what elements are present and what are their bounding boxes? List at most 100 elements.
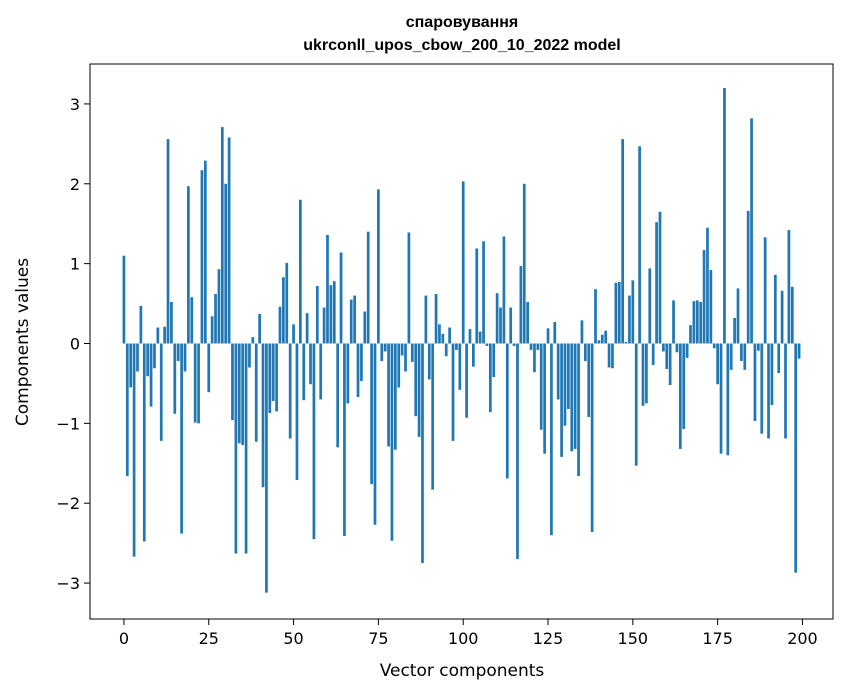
- bar: [628, 295, 631, 344]
- bar: [190, 297, 194, 344]
- bar: [719, 343, 723, 454]
- x-tick-label: 0: [119, 629, 129, 648]
- bar: [773, 274, 777, 344]
- bar: [207, 343, 211, 393]
- bar: [502, 236, 506, 344]
- bar: [753, 343, 757, 421]
- bar: [587, 343, 591, 417]
- bar: [675, 343, 679, 353]
- x-tick-label: 125: [533, 629, 564, 648]
- bar: [393, 343, 397, 450]
- bar: [132, 343, 136, 557]
- y-tick-label: −1: [56, 414, 80, 433]
- bar: [577, 343, 580, 477]
- bar: [614, 282, 618, 344]
- bar: [716, 343, 719, 385]
- bar: [159, 343, 163, 441]
- bar: [377, 189, 380, 344]
- bar: [336, 343, 340, 448]
- bar: [733, 317, 736, 344]
- bar: [522, 183, 526, 344]
- bar: [794, 343, 798, 573]
- bar: [298, 199, 302, 344]
- bar: [787, 230, 791, 344]
- bar: [583, 343, 587, 362]
- bar: [767, 343, 770, 439]
- bar: [346, 343, 350, 404]
- bar: [288, 343, 292, 439]
- bar: [373, 343, 377, 525]
- bar: [651, 343, 655, 366]
- bar: [193, 343, 197, 423]
- bar: [726, 343, 730, 456]
- bar: [397, 343, 401, 388]
- bar: [468, 329, 472, 344]
- bar: [451, 343, 455, 441]
- chart-subtitle: ukrconll_upos_cbow_200_10_2022 model: [303, 37, 620, 54]
- y-tick-label: 1: [70, 255, 80, 274]
- bar: [302, 343, 306, 401]
- bar: [475, 248, 479, 344]
- bar: [380, 343, 384, 362]
- y-tick-label: −3: [56, 574, 80, 593]
- bar: [441, 333, 445, 344]
- bar: [780, 290, 784, 344]
- bar: [600, 334, 604, 344]
- bar: [736, 288, 740, 344]
- bar: [550, 343, 553, 536]
- bar: [282, 277, 285, 344]
- bar: [183, 343, 187, 372]
- bar: [580, 320, 584, 344]
- bar: [210, 316, 214, 344]
- bar: [370, 343, 373, 485]
- bar: [492, 343, 496, 378]
- bar: [763, 237, 767, 344]
- bar: [285, 262, 289, 344]
- bar: [360, 343, 363, 382]
- bar: [275, 343, 278, 412]
- bar: [638, 146, 641, 344]
- bar: [472, 343, 475, 367]
- plot-frame: [89, 63, 834, 620]
- bar: [512, 343, 516, 346]
- bar: [187, 186, 190, 344]
- bar: [478, 331, 482, 344]
- bar: [699, 301, 703, 344]
- bar: [390, 343, 394, 541]
- bar: [621, 139, 625, 344]
- bar: [634, 343, 638, 466]
- bar: [431, 343, 435, 490]
- bar: [553, 321, 557, 344]
- bar: [343, 343, 346, 536]
- y-axis-label: Components values: [13, 258, 33, 426]
- bar: [139, 305, 143, 344]
- bar: [685, 343, 689, 358]
- bar: [363, 311, 367, 344]
- bar: [224, 183, 228, 344]
- y-tick-label: 0: [70, 334, 80, 353]
- bar: [560, 343, 563, 457]
- bar: [536, 343, 540, 350]
- bar: [641, 343, 645, 406]
- bar: [573, 343, 577, 449]
- bar: [400, 343, 404, 356]
- bar: [149, 343, 153, 407]
- bar: [251, 337, 255, 344]
- bar: [526, 301, 530, 344]
- bar: [746, 210, 750, 344]
- bar: [312, 343, 316, 540]
- bar: [655, 222, 658, 344]
- bar: [668, 343, 672, 386]
- bar: [465, 343, 468, 418]
- y-axis-ticks: −3 −2 −1 0 1 2 3: [56, 95, 90, 593]
- bar: [485, 343, 489, 346]
- bar: [332, 281, 336, 344]
- bar: [604, 330, 608, 344]
- bar: [594, 289, 597, 344]
- bar: [315, 286, 319, 344]
- bar: [387, 343, 390, 447]
- bar: [166, 139, 170, 344]
- bar: [146, 343, 150, 377]
- bar: [570, 343, 574, 452]
